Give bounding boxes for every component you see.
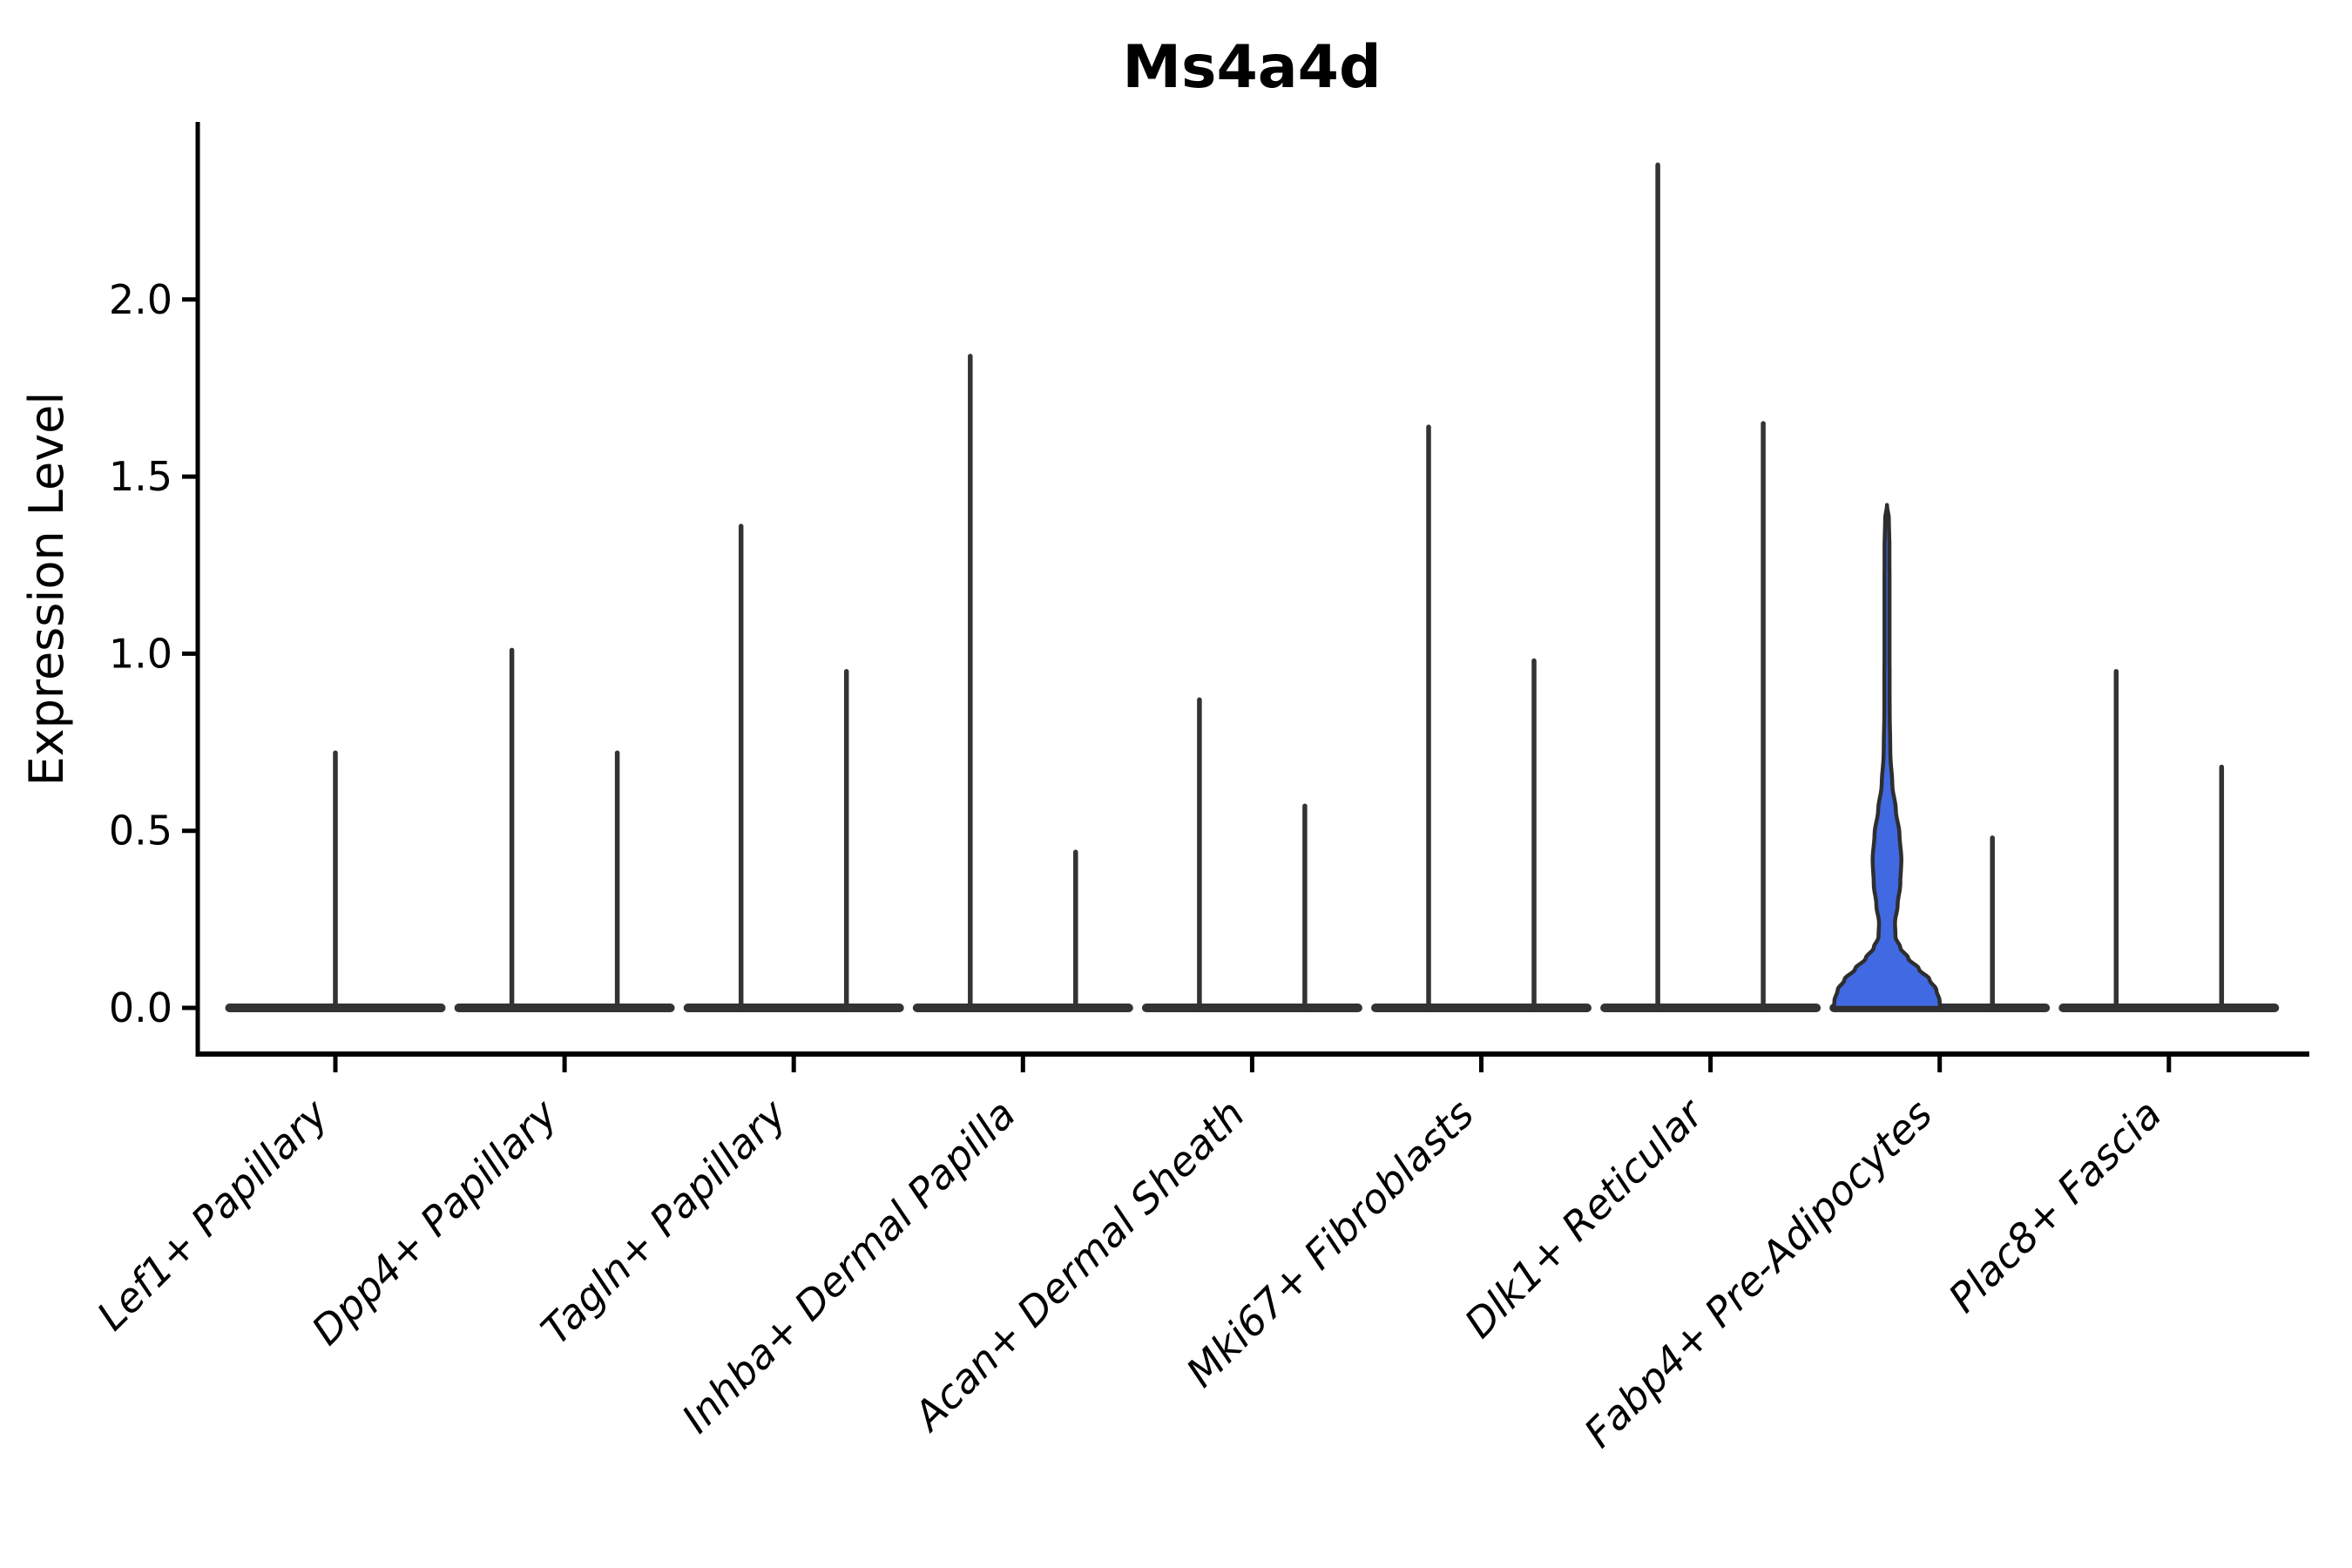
y-tick-label: 0.0: [109, 984, 172, 1031]
x-tick-label: Lef1+ Papillary: [88, 1090, 337, 1339]
plot-title: Ms4a4d: [1122, 33, 1381, 102]
x-tick-label: Dpp4+ Papillary: [302, 1090, 566, 1354]
x-tick-label: Tagln+ Papillary: [532, 1090, 796, 1354]
y-tick-label: 1.0: [109, 630, 172, 677]
y-tick-label: 1.5: [109, 453, 172, 500]
x-tick-label: Dlk1+ Reticular: [1456, 1088, 1714, 1347]
x-tick-label: Plac8+ Fascia: [1939, 1091, 2170, 1321]
y-tick-label: 0.5: [109, 808, 172, 855]
y-axis-label: Expression Level: [19, 392, 74, 787]
y-tick-label: 2.0: [109, 276, 172, 323]
violin-filled-highlight: [1831, 503, 1943, 1010]
violins-group: [225, 162, 2280, 1012]
